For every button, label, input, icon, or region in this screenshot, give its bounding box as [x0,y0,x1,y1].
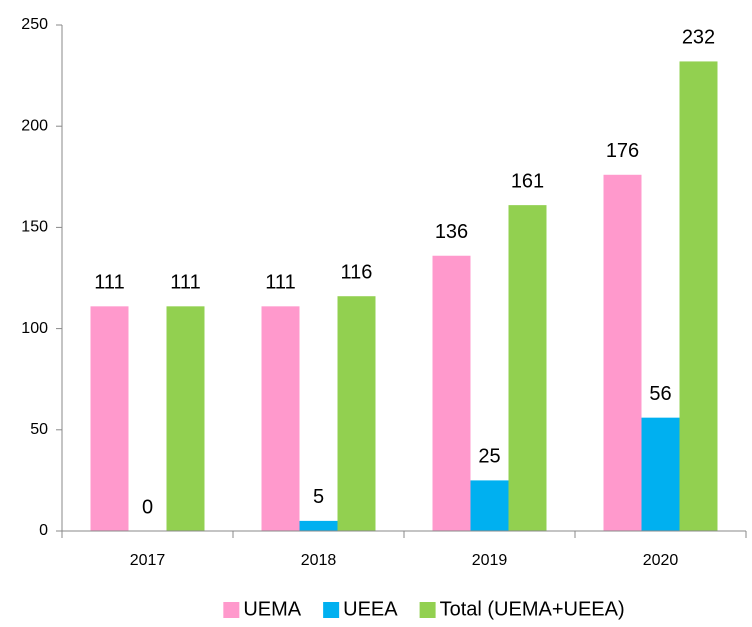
x-tick-label: 2019 [472,552,508,569]
value-label: 5 [313,486,324,508]
legend-swatch [223,602,240,618]
bar [679,61,718,531]
y-tick-label: 150 [21,219,48,236]
value-label: 161 [511,170,544,192]
legend-swatch [323,602,340,618]
legend-label: UEMA [243,598,301,620]
value-label: 116 [341,261,373,283]
x-tick-label: 2017 [130,552,166,569]
bar [337,296,376,531]
bar [603,174,642,531]
legend-label: UEEA [343,598,398,620]
y-tick-label: 50 [30,421,48,438]
y-tick-label: 0 [39,522,48,539]
y-tick-label: 250 [21,16,48,33]
value-label: 176 [606,140,639,162]
bar [470,480,509,531]
value-label: 56 [649,383,671,405]
bar [432,255,471,531]
bar [90,306,129,531]
value-label: 232 [682,27,715,49]
bar [641,417,680,531]
x-tick-label: 2020 [643,552,679,569]
bar [299,520,338,531]
value-label: 111 [94,272,124,294]
y-tick-label: 200 [21,117,48,134]
value-label: 136 [435,221,468,243]
legend-swatch [419,602,436,618]
bar [261,306,300,531]
y-tick-label: 100 [21,320,48,337]
value-label: 25 [478,446,500,468]
x-tick-label: 2018 [301,552,337,569]
legend-label: Total (UEMA+UEEA) [440,598,625,620]
bar [166,306,205,531]
value-label: 111 [265,272,295,294]
bar [508,205,547,532]
value-label: 0 [142,496,153,518]
value-label: 111 [170,272,200,294]
